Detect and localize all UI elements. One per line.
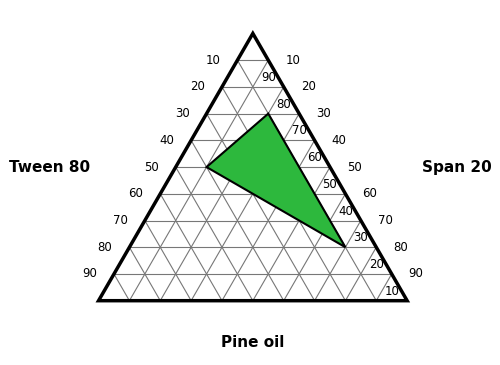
Text: 90: 90 (82, 268, 97, 280)
Text: 80: 80 (394, 241, 408, 254)
Text: 20: 20 (300, 80, 316, 93)
Text: 30: 30 (316, 107, 331, 120)
Text: Pine oil: Pine oil (221, 335, 284, 350)
Text: 80: 80 (276, 98, 291, 111)
Text: 20: 20 (190, 80, 205, 93)
Text: 50: 50 (322, 178, 338, 191)
Text: Tween 80: Tween 80 (8, 160, 89, 174)
Text: 60: 60 (128, 187, 144, 200)
Text: 70: 70 (292, 124, 306, 137)
Text: 30: 30 (354, 231, 368, 244)
Text: 20: 20 (369, 258, 384, 271)
Text: 10: 10 (206, 54, 220, 67)
Text: 40: 40 (160, 134, 174, 147)
Text: 80: 80 (98, 241, 112, 254)
Text: 10: 10 (384, 285, 399, 298)
Text: 90: 90 (261, 71, 276, 84)
Text: 70: 70 (378, 214, 392, 227)
Text: 70: 70 (113, 214, 128, 227)
Text: 90: 90 (408, 268, 424, 280)
Text: 40: 40 (338, 205, 353, 218)
Text: 60: 60 (307, 151, 322, 164)
Text: 50: 50 (347, 161, 362, 174)
Text: 60: 60 (362, 187, 378, 200)
Text: Span 20: Span 20 (422, 160, 492, 174)
Text: 30: 30 (175, 107, 190, 120)
Text: 40: 40 (332, 134, 346, 147)
Text: 10: 10 (285, 54, 300, 67)
Text: 50: 50 (144, 161, 158, 174)
Polygon shape (206, 114, 346, 247)
